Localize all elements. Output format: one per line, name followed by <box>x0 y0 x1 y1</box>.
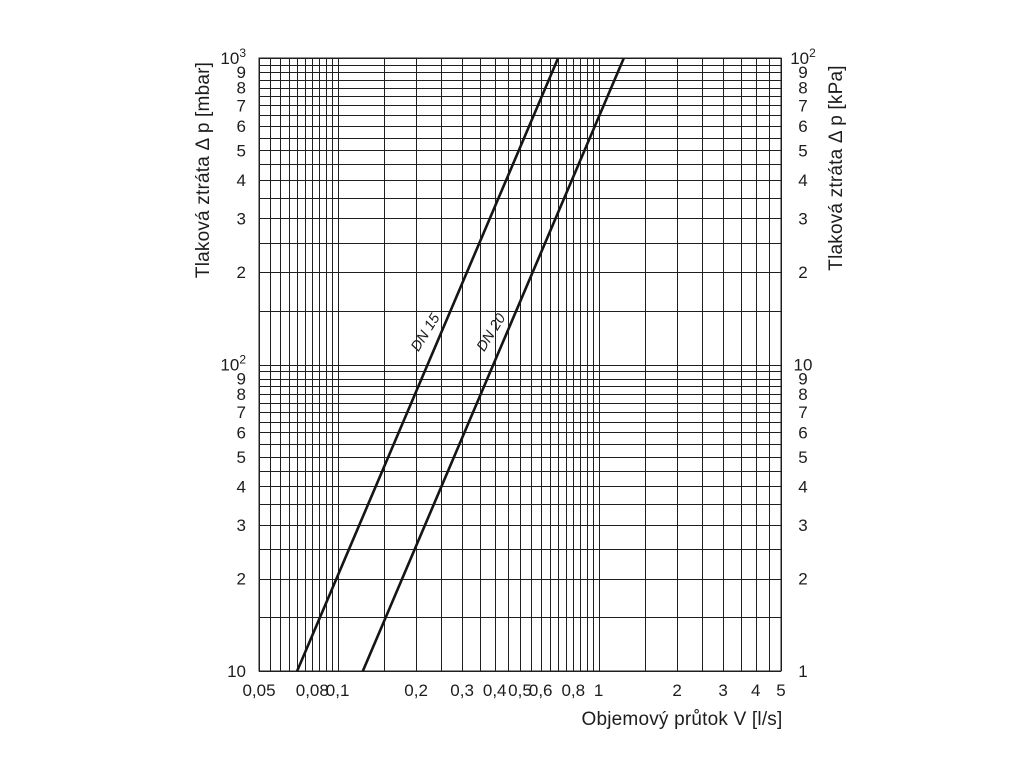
x-tick-label: 1 <box>594 681 603 700</box>
y-right-tick-label: 5 <box>798 141 807 160</box>
x-tick-label: 0,2 <box>404 681 428 700</box>
y-right-axis-title: Tlaková ztráta Δ p [kPa] <box>826 65 847 270</box>
y-left-tick-label: 8 <box>237 79 246 98</box>
y-right-tick-label: 3 <box>798 516 807 535</box>
y-left-tick-label: 103 <box>220 46 246 68</box>
axis-tick-labels: 0,05 0,080,1 0,2 0,3 0,4 0,50,6 0,8 1 2 3 4 5103987… <box>220 46 816 700</box>
x-tick-label: 5 <box>776 681 785 700</box>
y-right-tick-label: 102 <box>790 46 816 68</box>
y-left-tick-label: 2 <box>237 263 246 282</box>
y-right-tick-label: 4 <box>798 478 807 497</box>
y-right-tick-label: 5 <box>798 448 807 467</box>
y-left-tick-label: 9 <box>237 370 246 389</box>
series-label-dn-20: DN 20 <box>474 311 509 354</box>
y-left-tick-label: 3 <box>237 516 246 535</box>
y-left-tick-label: 102 <box>220 353 246 375</box>
y-right-tick-label: 7 <box>798 403 807 422</box>
y-left-tick-label: 8 <box>237 385 246 404</box>
y-left-tick-label: 6 <box>237 117 246 136</box>
x-tick-label: 0,6 <box>529 681 553 700</box>
series-line-dn-20 <box>361 57 626 672</box>
x-tick-label: 0,8 <box>561 681 585 700</box>
y-right-tick-label: 2 <box>798 263 807 282</box>
y-right-tick-label: 7 <box>798 97 807 116</box>
y-left-tick-label: 3 <box>237 209 246 228</box>
x-tick-label: 0,5 <box>508 681 532 700</box>
x-tick-label: 0,4 <box>483 681 507 700</box>
y-left-tick-label: 7 <box>237 403 246 422</box>
x-tick-label: 3 <box>718 681 727 700</box>
y-right-tick-label: 3 <box>798 209 807 228</box>
x-tick-label: 0,08 <box>296 681 329 700</box>
x-tick-label: 0,1 <box>326 681 350 700</box>
y-left-tick-label: 4 <box>237 171 246 190</box>
y-left-tick-label: 9 <box>237 63 246 82</box>
x-axis-title: Objemový průtok V [l/s] <box>581 709 782 730</box>
y-left-axis-title: Tlaková ztráta Δ p [mbar] <box>193 62 214 278</box>
y-right-tick-label: 8 <box>798 385 807 404</box>
y-left-tick-label: 5 <box>237 448 246 467</box>
y-right-tick-label: 10 <box>794 356 813 375</box>
y-right-tick-label: 6 <box>798 424 807 443</box>
series-line-dn-15 <box>295 57 560 672</box>
y-left-tick-label: 4 <box>237 478 246 497</box>
plot-border <box>258 57 782 672</box>
x-tick-label: 0,3 <box>450 681 474 700</box>
x-tick-label: 4 <box>751 681 760 700</box>
y-left-tick-label: 6 <box>237 424 246 443</box>
y-right-tick-label: 6 <box>798 117 807 136</box>
y-right-tick-label: 9 <box>798 370 807 389</box>
y-left-tick-label: 2 <box>237 570 246 589</box>
y-left-tick-label: 10 <box>227 662 246 681</box>
x-tick-label: 2 <box>672 681 681 700</box>
y-right-tick-label: 8 <box>798 79 807 98</box>
y-right-tick-label: 9 <box>798 63 807 82</box>
y-right-tick-label: 4 <box>798 171 807 190</box>
series-label-dn-15: DN 15 <box>408 310 444 354</box>
x-tick-label: 0,05 <box>242 681 275 700</box>
y-left-tick-label: 7 <box>237 97 246 116</box>
y-right-tick-label: 1 <box>798 662 807 681</box>
y-right-tick-label: 2 <box>798 570 807 589</box>
y-left-tick-label: 5 <box>237 141 246 160</box>
